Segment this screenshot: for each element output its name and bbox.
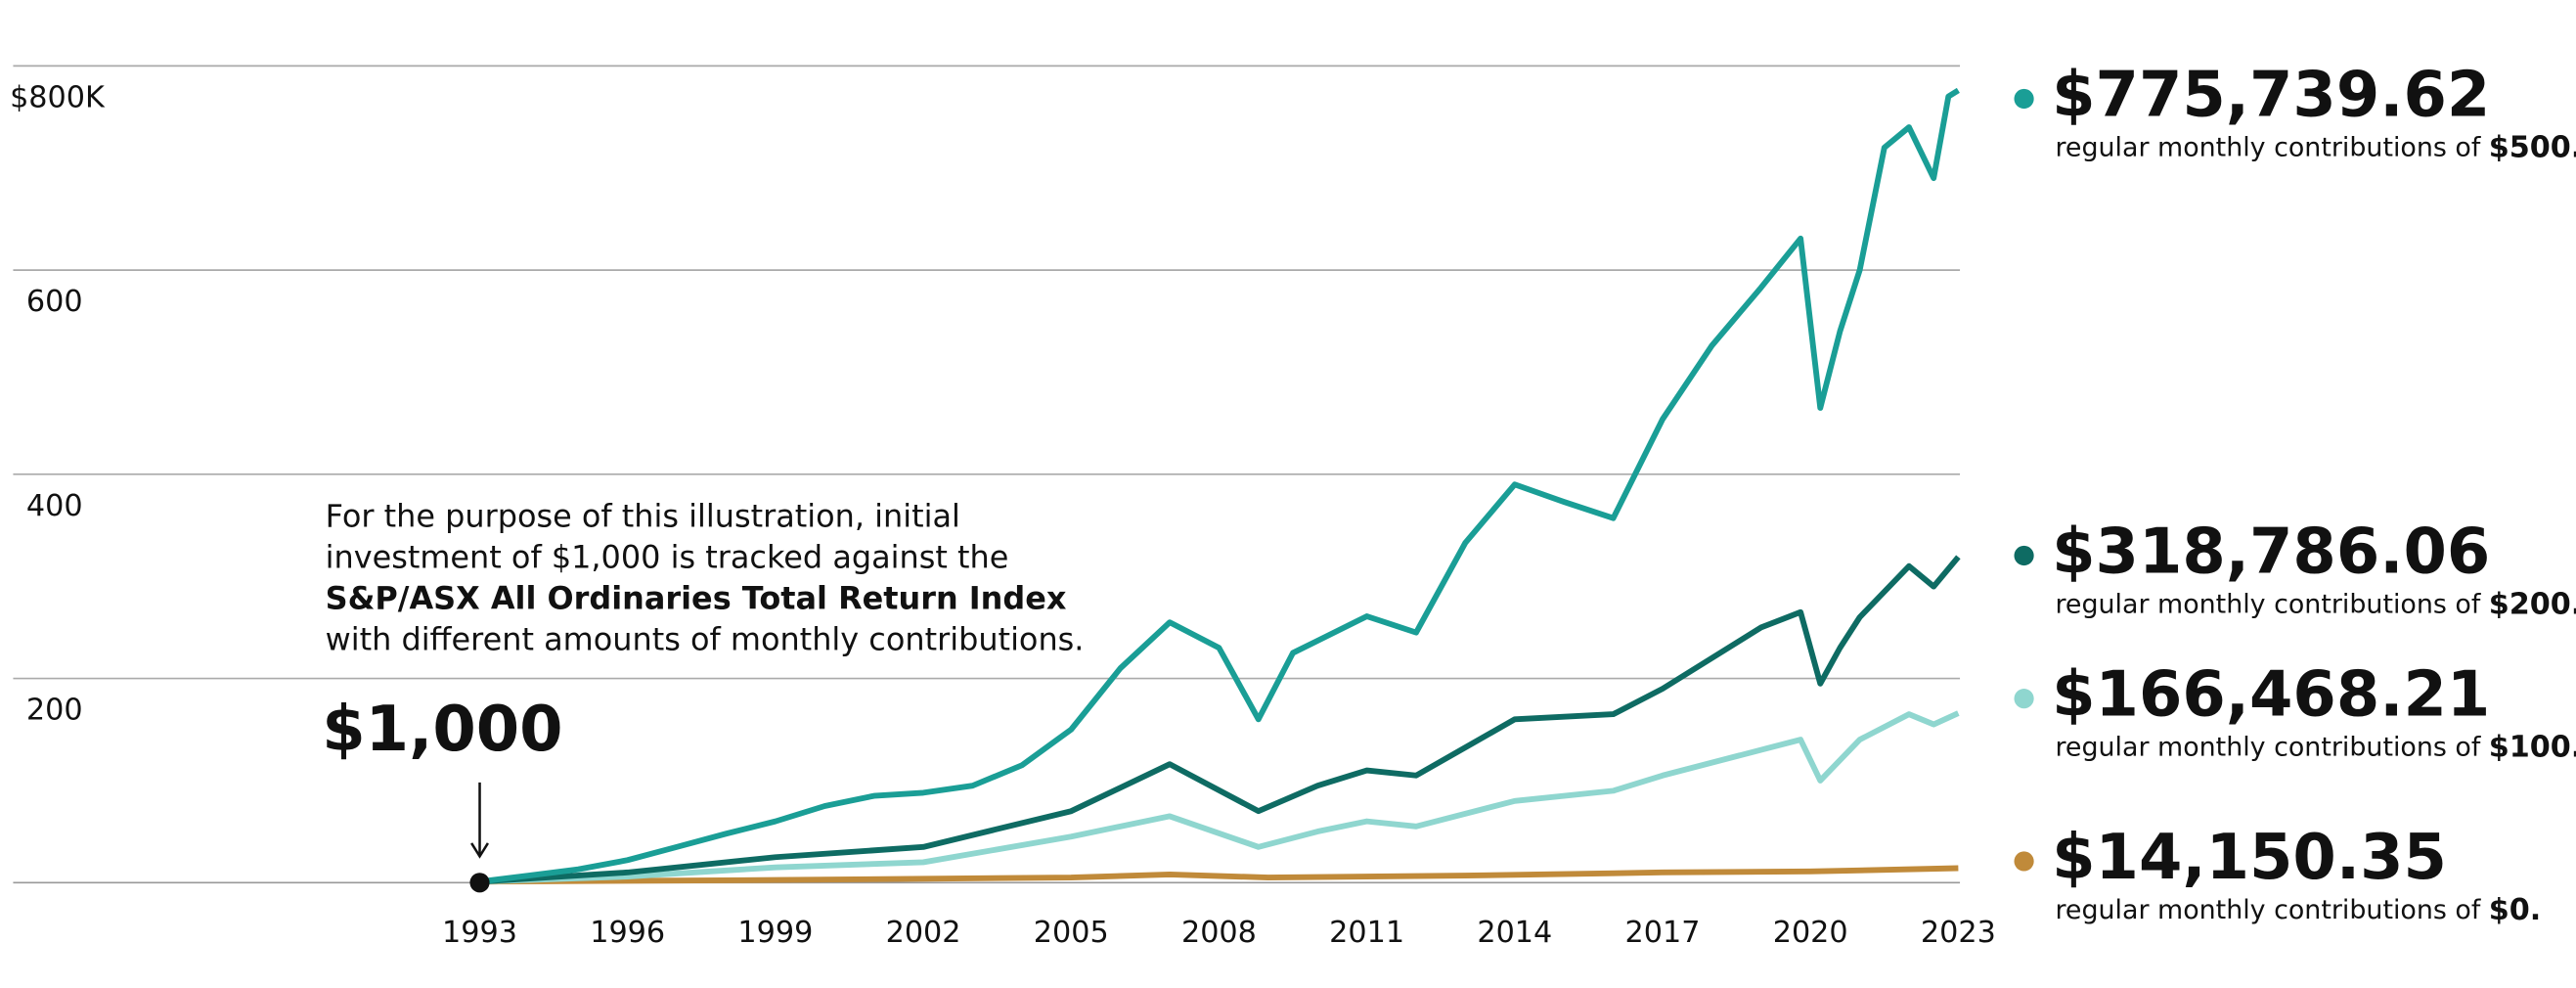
legend-name: $0. [2489, 892, 2542, 926]
x-tick-label: 2020 [1773, 916, 1848, 950]
note-text: regular monthly contributions of [2055, 589, 2480, 619]
end-value: $318,786.06 [2052, 516, 2490, 589]
series-line [479, 865, 1959, 885]
y-tick-label: 400 [26, 489, 83, 523]
x-tick-label: 2023 [1921, 916, 1996, 950]
legend-note: regular monthly contributions of $200. [2055, 587, 2576, 621]
note-text: regular monthly contributions of [2055, 894, 2480, 924]
legend-dot [2014, 545, 2034, 566]
legend-dot [2014, 88, 2034, 110]
annotation-line: with different amounts of monthly contri… [326, 620, 1085, 657]
legend-note: regular monthly contributions of $500. [2055, 130, 2576, 164]
x-tick-label: 2014 [1477, 916, 1552, 950]
arrow-head [470, 842, 489, 859]
y-tick-label: $800K [10, 80, 106, 114]
start-dot [469, 873, 490, 893]
x-tick-label: 1993 [442, 916, 517, 950]
x-tick-label: 2017 [1625, 916, 1701, 950]
legend-name: $200. [2489, 587, 2576, 621]
end-value: $166,468.21 [2052, 659, 2490, 732]
y-tick-label: 200 [26, 694, 83, 728]
legend-dot [2014, 689, 2034, 709]
x-tick-label: 2011 [1329, 916, 1404, 950]
x-tick-label: 1996 [590, 916, 665, 950]
note-text: regular monthly contributions of [2055, 132, 2480, 162]
series-line [479, 87, 1960, 885]
annotation-line: For the purpose of this illustration, in… [326, 497, 960, 534]
x-tick-label: 2008 [1181, 916, 1257, 950]
legend-note: regular monthly contributions of $0. [2055, 892, 2541, 926]
annotation-line: investment of $1,000 is tracked against … [326, 538, 1009, 575]
legend-note: regular monthly contributions of $100. [2055, 730, 2576, 764]
grid: $800K 600 400 200 1993 1996 1999 2002 2005 2008 20… [10, 65, 1996, 950]
legend-dot [2014, 851, 2034, 872]
y-tick-label: 600 [26, 285, 83, 319]
end-value: $775,739.62 [2052, 60, 2490, 132]
note-text: regular monthly contributions of [2055, 732, 2480, 762]
x-tick-label: 2005 [1034, 916, 1109, 950]
end-value: $14,150.35 [2052, 822, 2447, 894]
legend-name: $100. [2489, 730, 2576, 764]
x-tick-label: 2002 [886, 916, 961, 950]
legend-name: $500. [2489, 130, 2576, 164]
series-line [479, 710, 1960, 885]
lines [479, 87, 1961, 885]
start-label: $1,000 [322, 694, 562, 766]
series-line [479, 555, 1961, 885]
annotation-bold: S&P/ASX All Ordinaries Total Return Inde… [326, 579, 1067, 616]
x-tick-label: 1999 [737, 916, 813, 950]
